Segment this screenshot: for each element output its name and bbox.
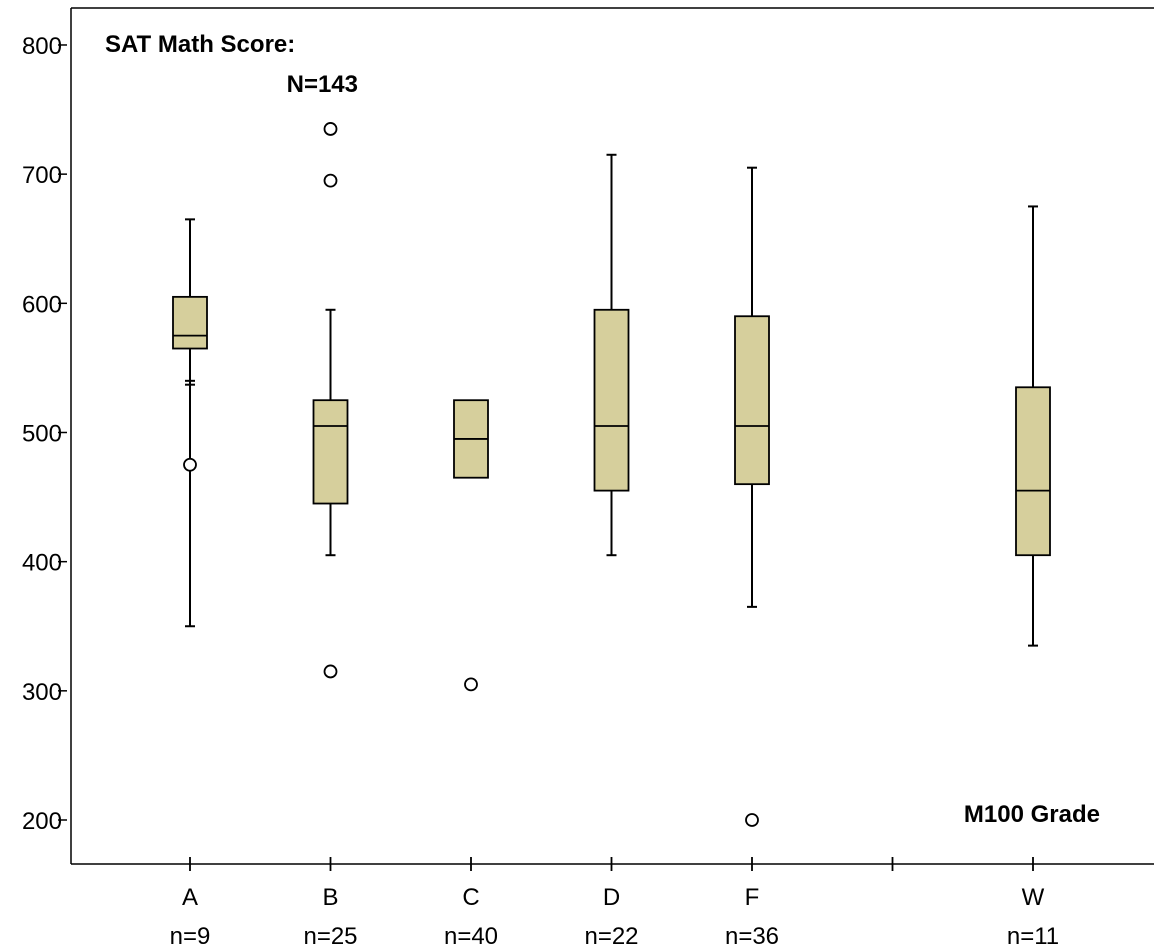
x-category-label: D [603, 884, 620, 911]
x-category-count: n=11 [1007, 923, 1059, 950]
x-category-count: n=36 [725, 923, 779, 950]
x-axis-title: M100 Grade [964, 801, 1100, 828]
y-tick-label: 800 [22, 33, 62, 60]
y-tick-label: 400 [22, 550, 62, 577]
x-category-label: F [745, 884, 760, 911]
x-category-count: n=22 [584, 923, 638, 950]
box-B [312, 122, 349, 679]
box-C [453, 399, 489, 692]
box-A [172, 218, 208, 628]
x-category-label: A [182, 884, 198, 911]
x-category-label: W [1022, 884, 1045, 911]
outlier-point [183, 457, 197, 472]
y-tick-label: 500 [22, 420, 62, 447]
x-category-label: C [462, 884, 479, 911]
box-iqr [593, 308, 630, 492]
y-tick-label: 700 [22, 162, 62, 189]
y-tick-label: 200 [22, 808, 62, 835]
box-iqr [172, 295, 208, 350]
box-D [593, 153, 630, 557]
box-W [1015, 205, 1051, 647]
box-series [172, 122, 1051, 827]
x-category-count: n=25 [303, 923, 357, 950]
box-iqr [312, 399, 349, 505]
x-axis: An=9 Bn=25 Cn=40 Dn=22 Fn=36 Wn=11 [170, 857, 1059, 950]
y-tick-label: 300 [22, 679, 62, 706]
box-iqr [1015, 386, 1051, 557]
outlier-point [323, 122, 338, 136]
x-category-count: n=40 [444, 923, 498, 950]
outlier-point [745, 813, 759, 827]
plot-frame [70, 7, 1154, 865]
y-tick-label: 600 [22, 291, 62, 318]
y-axis: 200 300 400 500 600 700 800 [22, 33, 67, 835]
chart-title-line-1: SAT Math Score: [105, 31, 295, 58]
box-F [734, 166, 770, 827]
x-category-label: B [322, 884, 338, 911]
outlier-point [323, 173, 338, 188]
outlier-point [464, 677, 478, 692]
outlier-point [323, 664, 338, 679]
x-category-count: n=9 [170, 923, 211, 950]
box-iqr [734, 315, 770, 486]
chart-title-line-2: N=143 [287, 71, 358, 98]
